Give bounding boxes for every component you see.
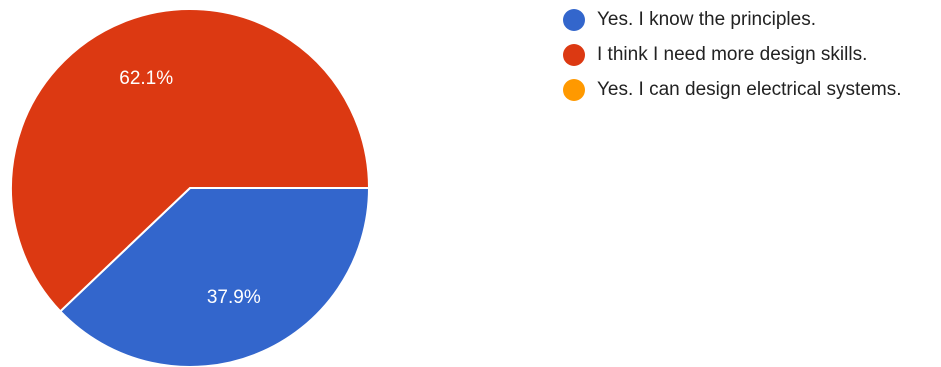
pie-slice-label-0: 37.9% bbox=[207, 287, 261, 308]
pie-slice-1[interactable] bbox=[10, 8, 371, 313]
pie-slice-label-1: 62.1% bbox=[119, 68, 173, 89]
chart-legend: Yes. I know the principles. I think I ne… bbox=[563, 6, 941, 111]
pie-slice-0[interactable] bbox=[58, 187, 371, 367]
legend-item-know-principles[interactable]: Yes. I know the principles. bbox=[563, 6, 941, 33]
legend-swatch bbox=[563, 79, 585, 101]
legend-swatch bbox=[563, 44, 585, 66]
legend-item-can-design-systems[interactable]: Yes. I can design electrical systems. bbox=[563, 76, 941, 103]
legend-label: Yes. I can design electrical systems. bbox=[597, 79, 902, 100]
legend-label: I think I need more design skills. bbox=[597, 44, 868, 65]
legend-label: Yes. I know the principles. bbox=[597, 9, 816, 30]
legend-item-need-more-skills[interactable]: I think I need more design skills. bbox=[563, 41, 941, 68]
legend-swatch bbox=[563, 9, 585, 31]
